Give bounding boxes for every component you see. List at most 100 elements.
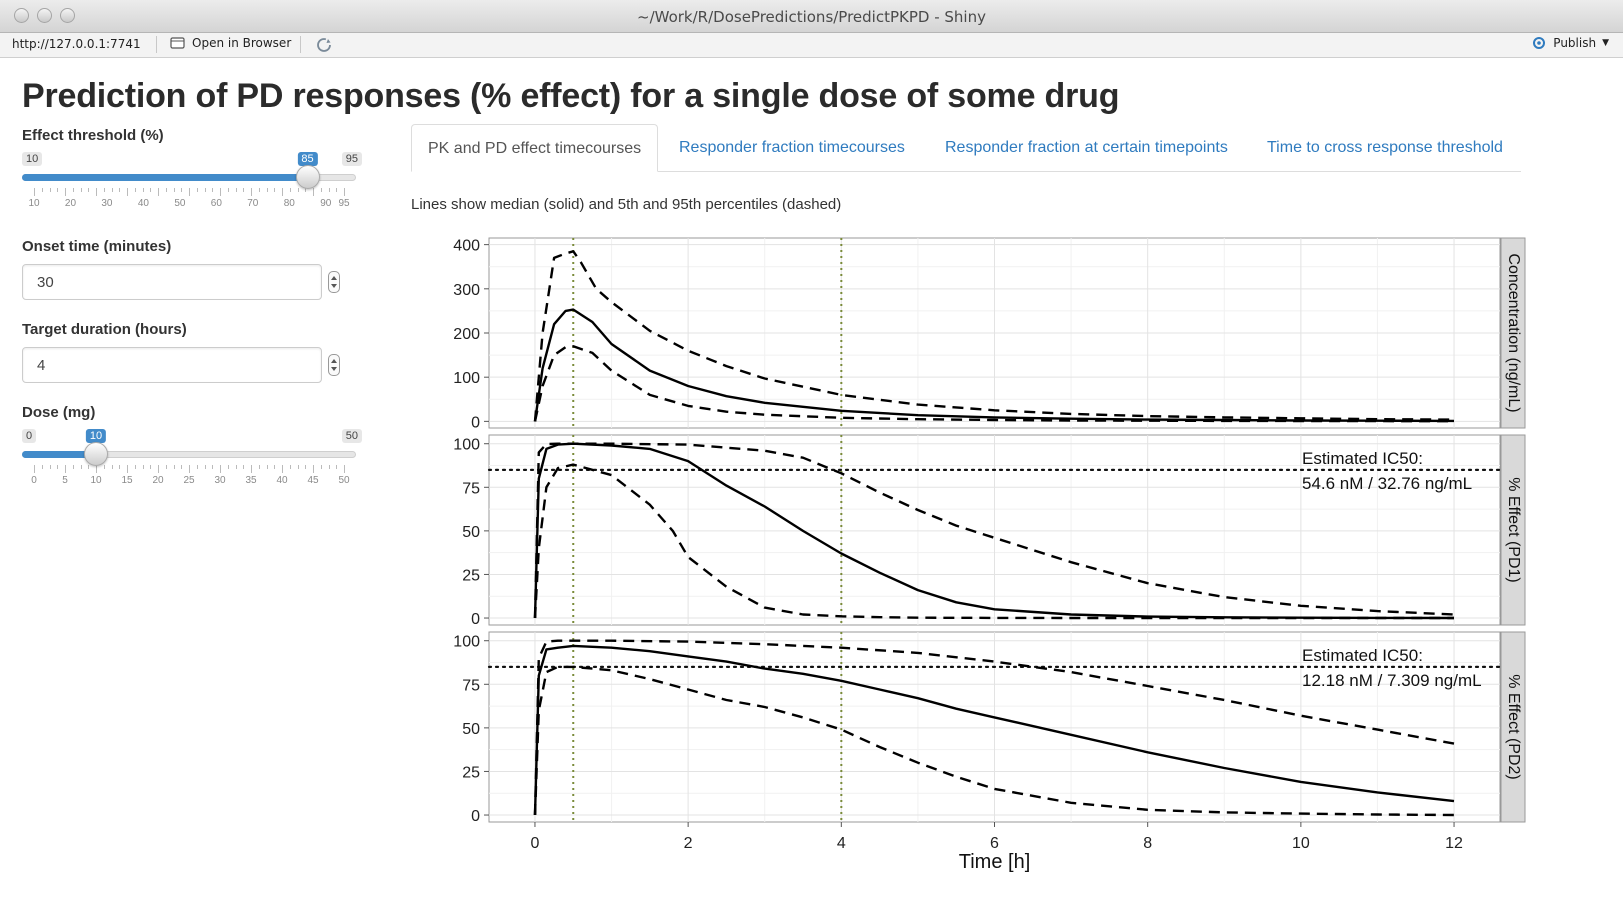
series-p5-line: [533, 463, 1454, 620]
tab-bar: PK and PD effect timecourses Responder f…: [411, 124, 1521, 172]
x-tick-label: 10: [1292, 835, 1310, 852]
toolbar-divider: [156, 36, 157, 53]
dose-slider[interactable]: 0 50 10 0 5 10 15 20 25 30 35 40 45 50: [22, 429, 362, 489]
zoom-window-button[interactable]: [60, 8, 75, 23]
onset-time-spinner[interactable]: [328, 271, 340, 293]
slider-minor-tick: [96, 465, 97, 473]
slider-minor-tick: [57, 188, 59, 192]
slider-minor-tick: [196, 465, 198, 469]
slider-tick-label: 90: [320, 198, 332, 209]
slider-minor-tick: [158, 465, 159, 473]
slider-minor-tick: [297, 465, 299, 469]
plot-caption: Lines show median (solid) and 5th and 95…: [411, 196, 842, 213]
slider-minor-tick: [65, 465, 66, 473]
onset-time-input[interactable]: [22, 264, 322, 300]
slider-value-label: 85: [297, 152, 318, 166]
slider-minor-tick: [150, 465, 152, 469]
slider-minor-tick: [305, 188, 307, 192]
slider-max-label: 50: [341, 429, 362, 443]
slider-tick-label: 30: [101, 198, 113, 209]
x-tick-label: 12: [1445, 835, 1463, 852]
slider-minor-tick: [142, 465, 144, 469]
publish-button[interactable]: Publish ▼: [1531, 36, 1609, 50]
slider-minor-tick: [65, 188, 66, 196]
slider-minor-tick: [336, 188, 338, 192]
slider-handle[interactable]: [295, 165, 320, 189]
slider-minor-tick: [88, 465, 90, 469]
facet-strip-label: % Effect (PD1): [1505, 477, 1522, 583]
slider-minor-tick: [34, 465, 35, 473]
slider-minor-tick: [258, 188, 260, 192]
x-tick-label: 2: [684, 835, 693, 852]
slider-minor-tick: [88, 188, 90, 192]
y-tick-label: 75: [462, 677, 480, 694]
y-tick-label: 50: [462, 524, 480, 541]
ic50-annotation: Estimated IC50:: [1302, 646, 1423, 665]
x-tick-label: 8: [1143, 835, 1152, 852]
slider-min-label: 10: [22, 152, 43, 166]
page-title: Prediction of PD responses (% effect) fo…: [22, 77, 1120, 115]
slider-tick-label: 40: [137, 198, 149, 209]
target-duration-input[interactable]: [22, 347, 322, 383]
slider-minor-tick: [189, 188, 190, 196]
slider-minor-tick: [196, 188, 198, 192]
slider-tick-label: 0: [31, 475, 37, 486]
tab-time-to-cross-threshold[interactable]: Time to cross response threshold: [1267, 139, 1503, 156]
slider-minor-tick: [305, 465, 307, 469]
slider-minor-tick: [96, 188, 97, 196]
slider-tick-label: 20: [152, 475, 164, 486]
x-tick-label: 0: [531, 835, 540, 852]
slider-minor-tick: [41, 465, 43, 469]
slider-minor-tick: [320, 188, 322, 192]
slider-minor-tick: [134, 465, 136, 469]
target-duration-spinner[interactable]: [328, 354, 340, 376]
slider-tick-label: 25: [183, 475, 195, 486]
slider-handle[interactable]: [84, 442, 108, 466]
slider-fill: [22, 451, 96, 458]
slider-tick-label: 15: [121, 475, 133, 486]
slider-minor-tick: [235, 188, 237, 192]
slider-minor-tick: [313, 465, 314, 473]
y-tick-label: 300: [453, 282, 480, 299]
slider-tick-label: 60: [210, 198, 222, 209]
slider-minor-tick: [103, 465, 105, 469]
close-window-button[interactable]: [14, 8, 29, 23]
slider-minor-tick: [158, 188, 159, 196]
slider-minor-tick: [142, 188, 144, 192]
slider-minor-tick: [204, 188, 206, 192]
x-axis-label: Time [h]: [959, 851, 1031, 873]
slider-minor-tick: [336, 465, 338, 469]
slider-tick-label: 45: [307, 475, 319, 486]
tab-responder-fraction-timepoints[interactable]: Responder fraction at certain timepoints: [945, 139, 1228, 156]
slider-minor-tick: [258, 465, 260, 469]
slider-minor-tick: [111, 188, 113, 192]
slider-minor-tick: [165, 465, 167, 469]
slider-minor-tick: [251, 465, 252, 473]
ic50-annotation: 54.6 nM / 32.76 ng/mL: [1302, 474, 1472, 493]
y-tick-label: 100: [453, 370, 480, 387]
slider-minor-tick: [72, 188, 74, 192]
slider-minor-tick: [127, 188, 128, 196]
refresh-icon[interactable]: [315, 36, 333, 54]
minimize-window-button[interactable]: [37, 8, 52, 23]
slider-ticks: [34, 465, 345, 473]
slider-value-label: 10: [85, 429, 107, 443]
threshold-slider[interactable]: 10 95 85 10 20 30 40 50 60 70 80 90 95: [22, 152, 362, 212]
slider-minor-tick: [119, 465, 121, 469]
y-tick-label: 100: [453, 437, 480, 454]
slider-minor-tick: [274, 465, 276, 469]
slider-tick-label: 80: [283, 198, 295, 209]
slider-minor-tick: [289, 465, 291, 469]
slider-tick-label: 5: [62, 475, 68, 486]
open-in-browser-button[interactable]: Open in Browser: [170, 36, 291, 50]
tab-pk-pd-timecourses[interactable]: PK and PD effect timecourses: [411, 124, 659, 172]
slider-tick-label: 10: [28, 198, 40, 209]
slider-minor-tick: [103, 188, 105, 192]
threshold-label: Effect threshold (%): [22, 127, 164, 144]
ic50-annotation: Estimated IC50:: [1302, 449, 1423, 468]
chevron-down-icon[interactable]: ▼: [1602, 38, 1609, 48]
slider-minor-tick: [111, 465, 113, 469]
url-label[interactable]: http://127.0.0.1:7741: [12, 37, 141, 51]
tab-responder-fraction-timecourses[interactable]: Responder fraction timecourses: [679, 139, 905, 156]
window-title: ~/Work/R/DosePredictions/PredictPKPD - S…: [637, 8, 986, 26]
